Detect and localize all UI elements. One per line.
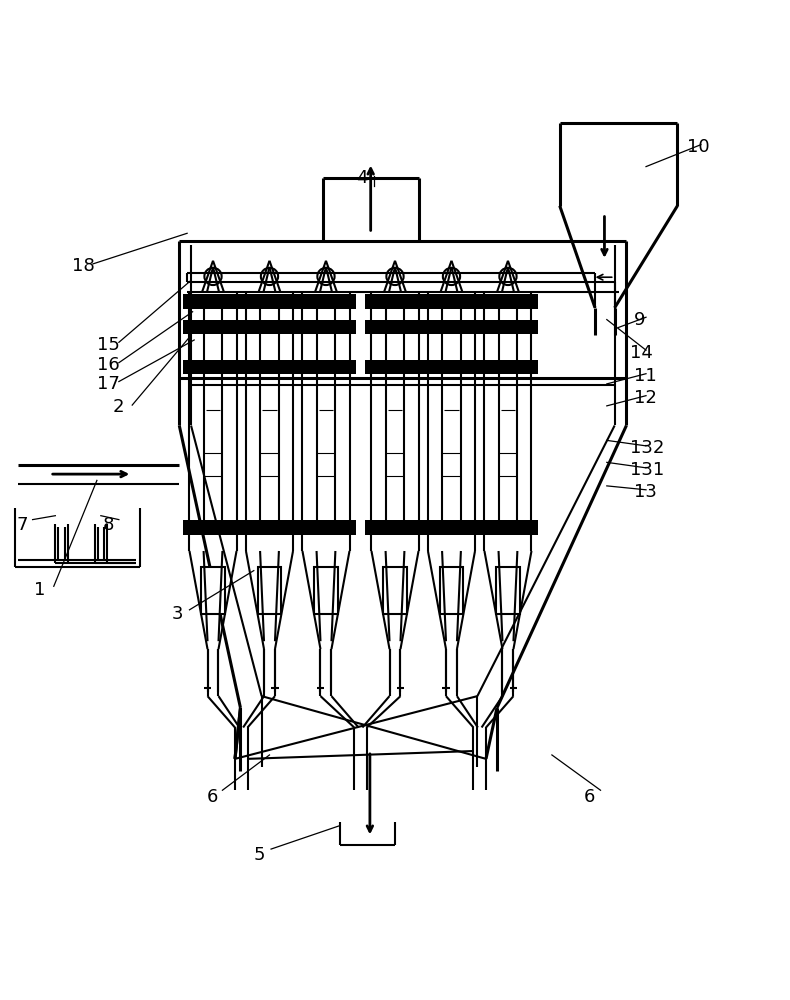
Bar bbox=[314, 567, 338, 614]
Bar bbox=[183, 294, 243, 309]
Text: 132: 132 bbox=[630, 439, 664, 457]
Bar bbox=[183, 520, 243, 535]
Text: 10: 10 bbox=[687, 138, 709, 156]
Bar bbox=[422, 520, 481, 535]
Bar bbox=[440, 567, 463, 614]
Bar bbox=[422, 294, 481, 309]
Bar bbox=[478, 320, 538, 334]
Bar bbox=[496, 567, 520, 614]
Bar bbox=[383, 567, 407, 614]
Text: 13: 13 bbox=[634, 483, 657, 501]
Bar bbox=[183, 320, 243, 334]
Text: 6: 6 bbox=[207, 788, 218, 806]
Bar bbox=[478, 520, 538, 535]
Bar bbox=[478, 294, 538, 309]
Bar bbox=[239, 520, 299, 535]
Text: 6: 6 bbox=[583, 788, 595, 806]
Text: 131: 131 bbox=[630, 461, 664, 479]
Bar bbox=[365, 360, 425, 374]
Text: 1: 1 bbox=[34, 581, 46, 599]
Text: 15: 15 bbox=[97, 336, 120, 354]
Text: 5: 5 bbox=[254, 846, 265, 864]
Bar bbox=[296, 294, 356, 309]
Bar bbox=[365, 320, 425, 334]
Bar bbox=[365, 294, 425, 309]
Bar bbox=[258, 567, 281, 614]
Text: 18: 18 bbox=[72, 257, 95, 275]
Bar bbox=[365, 520, 425, 535]
Text: 14: 14 bbox=[630, 344, 653, 362]
Text: 7: 7 bbox=[17, 516, 28, 534]
Bar bbox=[296, 360, 356, 374]
Text: 16: 16 bbox=[97, 356, 119, 374]
Bar bbox=[478, 360, 538, 374]
Bar bbox=[239, 360, 299, 374]
Bar bbox=[201, 567, 225, 614]
Text: 12: 12 bbox=[634, 389, 657, 407]
Text: 3: 3 bbox=[171, 605, 183, 623]
Bar bbox=[183, 360, 243, 374]
Bar bbox=[296, 520, 356, 535]
Text: 17: 17 bbox=[97, 375, 120, 393]
Bar bbox=[422, 320, 481, 334]
Text: 11: 11 bbox=[634, 367, 657, 385]
Text: 4: 4 bbox=[356, 169, 367, 187]
Bar bbox=[296, 320, 356, 334]
Text: 8: 8 bbox=[103, 516, 115, 534]
Bar bbox=[239, 294, 299, 309]
Bar bbox=[239, 320, 299, 334]
Text: 2: 2 bbox=[113, 398, 124, 416]
Bar bbox=[422, 360, 481, 374]
Text: 9: 9 bbox=[634, 311, 645, 329]
